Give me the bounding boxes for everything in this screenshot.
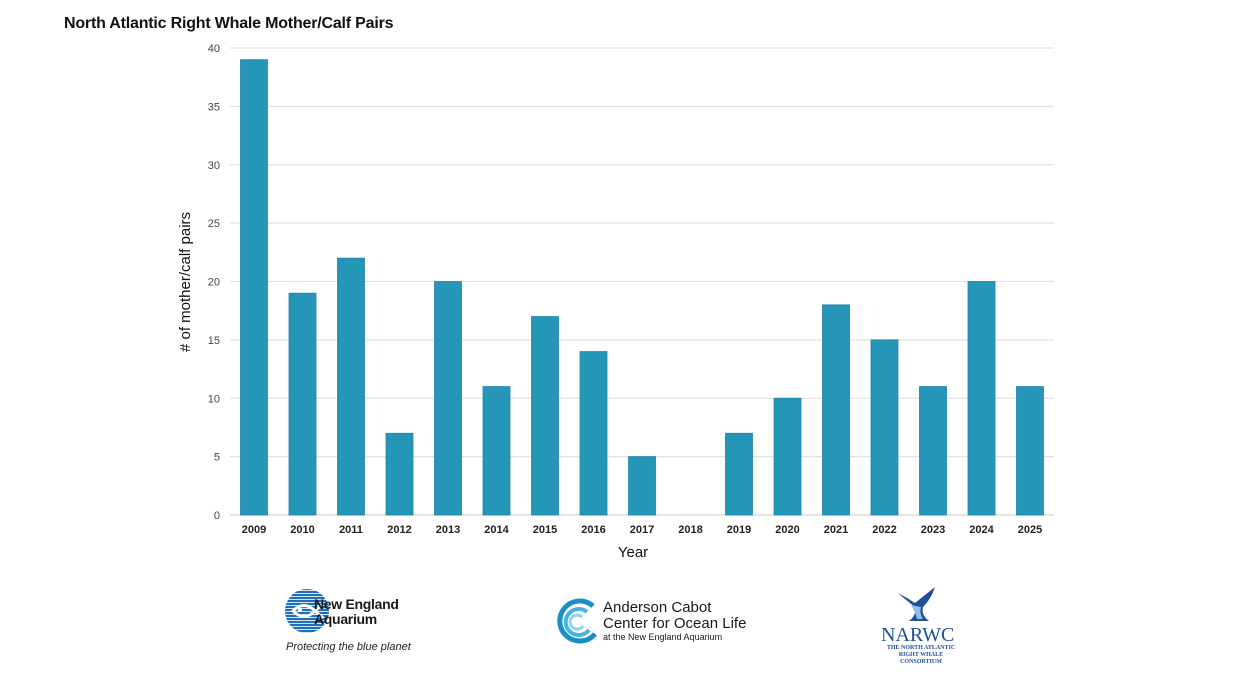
x-tick-label: 2025: [1018, 524, 1042, 536]
y-tick-label: 10: [208, 393, 220, 405]
x-tick-label: 2023: [921, 524, 945, 536]
y-tick-label: 35: [208, 101, 220, 113]
x-axis-title: Year: [618, 544, 648, 561]
narwc-sub-line2: RIGHT WHALE CONSORTIUM: [898, 652, 944, 665]
acc-name-line1: Anderson Cabot: [603, 599, 712, 616]
bar-2017: [628, 456, 656, 516]
y-tick-label: 15: [208, 335, 220, 347]
whale-tail-icon: [898, 587, 935, 621]
y-axis-title: # of mother/calf pairs: [177, 212, 194, 352]
y-tick-label: 20: [208, 277, 220, 289]
acc-name-line2: Center for Ocean Life: [603, 615, 747, 632]
narwc-sub-line1: THE NORTH ATLANTIC: [886, 645, 956, 651]
x-tick-label: 2014: [484, 524, 509, 536]
x-tick-label: 2016: [581, 524, 605, 536]
wave-logo-icon: [557, 598, 597, 644]
x-tick-label: 2018: [678, 524, 702, 536]
bar-2016: [579, 351, 608, 516]
nea-name-line2: Aquarium: [314, 611, 377, 627]
narwc-subtitle: THE NORTH ATLANTIC RIGHT WHALE CONSORTIU…: [882, 645, 960, 666]
nea-name: New England Aquarium: [314, 597, 399, 627]
acc-subtitle: at the New England Aquarium: [603, 632, 723, 642]
bar-2025: [1016, 386, 1044, 516]
nea-name-line1: New England: [314, 596, 399, 612]
bar-2010: [288, 292, 317, 516]
x-tick-label: 2010: [290, 524, 314, 536]
bar-2020: [773, 397, 802, 516]
bar-2022: [870, 339, 899, 516]
bar-2024: [967, 281, 996, 516]
chart-title: North Atlantic Right Whale Mother/Calf P…: [64, 15, 394, 32]
x-tick-label: 2015: [533, 524, 557, 536]
bar-2011: [337, 257, 365, 516]
fish-logo-icon: [285, 589, 329, 633]
acc-name: Anderson Cabot Center for Ocean Life: [603, 600, 746, 632]
x-tick-label: 2011: [339, 524, 363, 536]
x-tick-labels: 2009 2010 2011 2012 2013 2014 2015 2016 2017 2018…: [242, 524, 1042, 536]
bar-2015: [531, 316, 559, 516]
bar-2013: [434, 281, 462, 516]
x-tick-label: 2013: [436, 524, 460, 536]
x-tick-label: 2021: [824, 524, 848, 536]
bar-2021: [822, 304, 850, 516]
x-tick-label: 2017: [630, 524, 654, 536]
x-tick-label: 2022: [872, 524, 896, 536]
narwc-name: NARWC: [881, 624, 955, 646]
x-tick-label: 2019: [727, 524, 751, 536]
y-tick-label: 30: [208, 160, 220, 172]
x-tick-label: 2012: [387, 524, 411, 536]
bar-2014: [482, 386, 511, 516]
y-tick-label: 5: [214, 452, 220, 464]
y-tick-label: 25: [208, 218, 220, 230]
y-tick-label: 0: [214, 510, 220, 522]
x-tick-label: 2020: [775, 524, 799, 536]
bar-2019: [725, 432, 753, 516]
y-tick-labels: 0 5 10 15 20 25 30 35 40: [208, 43, 220, 522]
bar-2023: [919, 386, 947, 516]
bar-2012: [385, 432, 414, 516]
bar-2009: [240, 59, 268, 516]
nea-tagline: Protecting the blue planet: [286, 641, 411, 653]
x-tick-label: 2024: [969, 524, 994, 536]
x-tick-label: 2009: [242, 524, 266, 536]
bars: [240, 59, 1044, 516]
y-tick-label: 40: [208, 43, 220, 55]
